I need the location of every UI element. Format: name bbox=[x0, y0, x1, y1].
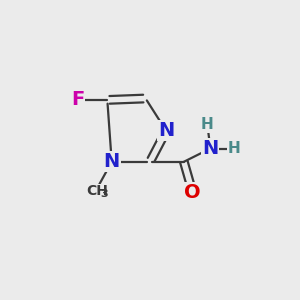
Text: H: H bbox=[201, 118, 214, 133]
Text: N: N bbox=[202, 139, 218, 158]
Text: F: F bbox=[71, 90, 85, 110]
Text: N: N bbox=[158, 122, 174, 140]
Text: 3: 3 bbox=[100, 189, 108, 199]
Text: N: N bbox=[103, 152, 120, 171]
Text: CH: CH bbox=[86, 184, 108, 198]
Text: O: O bbox=[184, 183, 201, 202]
Text: H: H bbox=[227, 141, 240, 156]
